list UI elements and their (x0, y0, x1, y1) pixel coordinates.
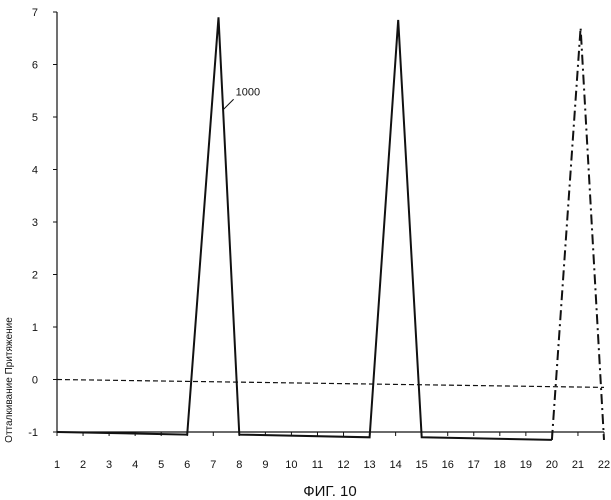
x-tick-label: 9 (262, 459, 268, 471)
series-line-dash-dot (552, 28, 604, 440)
x-axis-ticks: 12345678910111213141516171819202122 (54, 432, 610, 471)
x-tick-label: 15 (416, 459, 428, 471)
x-tick-label: 3 (106, 459, 112, 471)
series-line-dashed (57, 380, 604, 388)
figure-caption: ФИГ. 10 (303, 483, 357, 500)
y-tick-label: 6 (32, 60, 38, 72)
y-tick-label: 1 (32, 322, 38, 334)
annotation-leader-line (224, 99, 234, 109)
y-tick-label: -1 (28, 427, 38, 439)
y-tick-label: 5 (32, 112, 38, 124)
y-axis-ticks: -1 0 1 2 3 4 5 6 7 (28, 7, 57, 439)
x-tick-label: 10 (285, 459, 297, 471)
y-tick-label: 7 (32, 7, 38, 19)
y-tick-label: 2 (32, 270, 38, 282)
x-tick-label: 17 (468, 459, 480, 471)
x-tick-label: 7 (210, 459, 216, 471)
x-tick-label: 19 (520, 459, 532, 471)
y-tick-label: 0 (32, 375, 38, 387)
x-tick-label: 21 (572, 459, 584, 471)
x-tick-label: 12 (337, 459, 349, 471)
x-tick-label: 11 (312, 459, 323, 471)
y-tick-label: 3 (32, 217, 38, 229)
x-tick-label: 4 (132, 459, 138, 471)
x-tick-label: 22 (598, 459, 610, 471)
annotation-layer: 1000 (224, 86, 260, 109)
x-tick-label: 20 (546, 459, 558, 471)
x-tick-label: 2 (80, 459, 86, 471)
x-tick-label: 14 (389, 459, 401, 471)
x-tick-label: 1 (54, 459, 60, 471)
series-layer (57, 17, 604, 440)
series-line-solid (57, 17, 552, 440)
annotation-label: 1000 (236, 86, 260, 98)
y-axis-label: Отталкивание Притяжение (4, 317, 15, 443)
x-tick-label: 8 (236, 459, 242, 471)
x-tick-label: 13 (363, 459, 375, 471)
x-tick-label: 5 (158, 459, 164, 471)
y-tick-label: 4 (32, 165, 38, 177)
x-tick-label: 18 (494, 459, 506, 471)
x-tick-label: 16 (442, 459, 454, 471)
x-tick-label: 6 (184, 459, 190, 471)
